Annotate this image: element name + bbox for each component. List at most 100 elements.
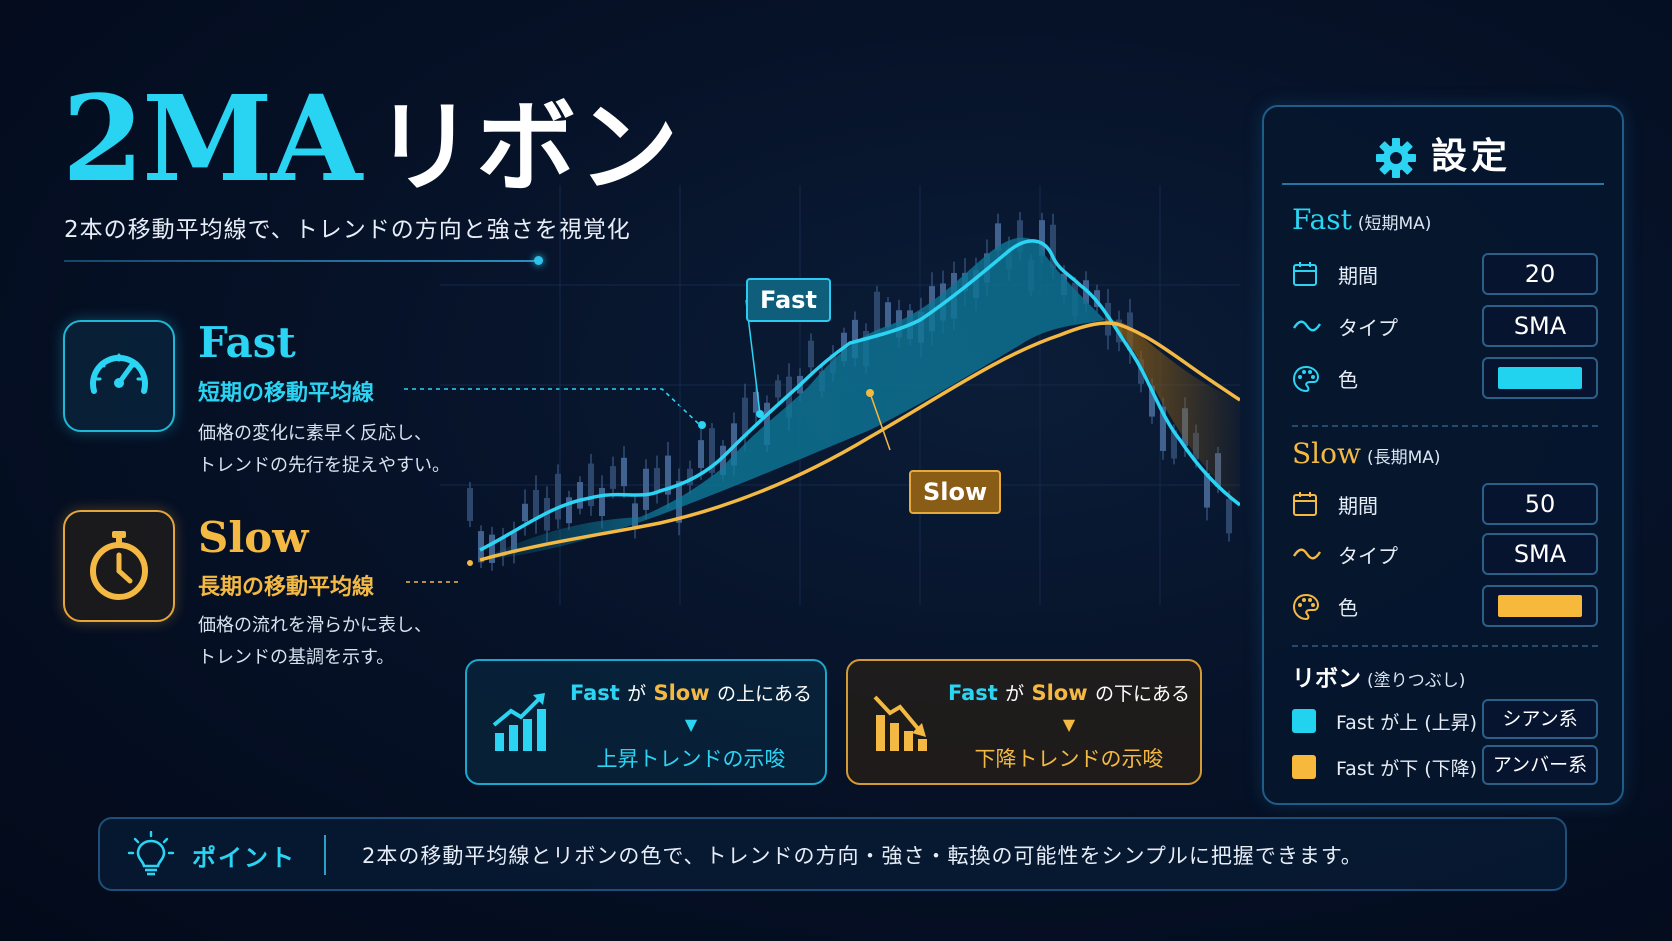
candle-body (555, 473, 561, 520)
fast-color-label: 色 (1338, 368, 1358, 392)
candle-body (478, 531, 484, 563)
title-suffix: リボン (374, 89, 681, 206)
page-title: 2MA リボン (62, 58, 680, 198)
signal-up-ga: が (627, 683, 647, 705)
signal-up-slow: Slow (653, 681, 710, 705)
candle-body (1050, 224, 1056, 268)
signal-up-condition: Fast が Slow の上にある (467, 679, 825, 706)
slow-period-input[interactable]: 50 (1482, 483, 1598, 525)
wave-icon (1292, 548, 1322, 560)
fast-color-swatch (1498, 367, 1582, 389)
candle-body (786, 376, 792, 418)
ribbon-down-swatch (1292, 755, 1316, 779)
calendar-icon (1293, 262, 1317, 286)
fast-legend-desc-2: トレンドの先行を捉えやすい。 (198, 455, 450, 476)
candle-body (720, 445, 726, 476)
ribbon-down-fill (1105, 320, 1240, 505)
settings-header: 設定 (1264, 127, 1622, 179)
ribbon-up-swatch (1292, 709, 1316, 733)
fast-color-picker[interactable] (1482, 357, 1598, 399)
candle-body (654, 467, 660, 492)
slow-legend-desc-1: 価格の流れを滑らかに表し、 (198, 615, 432, 636)
slow-leader-end (467, 560, 473, 566)
ribbon-up-label: Fast が上 (上昇) (1336, 712, 1478, 734)
signal-down-result: 下降トレンドの示唆 (974, 747, 1164, 771)
candle-body (610, 466, 616, 489)
slow-color-picker[interactable] (1482, 585, 1598, 627)
fast-type-row: タイプ SMA (1292, 305, 1598, 347)
candle-body (874, 291, 880, 335)
candle-body (665, 455, 671, 495)
signal-down-fast: Fast (948, 681, 998, 705)
settings-title: 設定 (1430, 136, 1511, 177)
fast-legend-name: Fast (198, 318, 296, 367)
slow-legend-name: Slow (198, 513, 309, 562)
ma-ribbon-chart (440, 185, 1240, 605)
fast-period-input[interactable]: 20 (1482, 253, 1598, 295)
point-label: ポイント (192, 844, 296, 872)
signal-down-slow: Slow (1031, 681, 1088, 705)
candle-body (885, 302, 891, 328)
fast-leader-end (698, 421, 706, 429)
settings-ribbon-note: (塗りつぶし) (1367, 671, 1466, 691)
candle-body (599, 487, 605, 516)
slow-type-select[interactable]: SMA (1482, 533, 1598, 575)
signal-up-fast: Fast (570, 681, 620, 705)
candle-body (1149, 385, 1155, 417)
fast-icon-box (63, 320, 175, 432)
candle-body (753, 391, 759, 413)
settings-panel: 設定 Fast (短期MA) 期間 20 タイプ SMA 色 Slow (長期MA) (1262, 105, 1624, 805)
settings-fast-note: (短期MA) (1357, 214, 1432, 234)
settings-slow-name: Slow (1292, 437, 1361, 470)
candle-body (1017, 220, 1023, 253)
slow-line-tag: Slow (909, 470, 1002, 514)
candle-body (852, 319, 858, 359)
candle-body (500, 537, 506, 557)
candle-body (588, 463, 594, 507)
signal-down-ga: が (1005, 683, 1025, 705)
settings-ribbon-heading: リボン (塗りつぶし) (1292, 659, 1465, 693)
slow-leader-line (406, 581, 460, 583)
signal-up-arrow: ▼ (684, 715, 698, 734)
candle-body (533, 489, 539, 520)
candle-body (1226, 499, 1232, 534)
ribbon-down-select[interactable]: アンバー系 (1482, 745, 1598, 785)
candle-body (632, 503, 638, 530)
chart-up-icon (492, 693, 546, 751)
settings-divider-1 (1292, 425, 1598, 427)
candle-body (1171, 430, 1177, 459)
fast-color-row: 色 (1292, 357, 1598, 399)
slow-color-row: 色 (1292, 585, 1598, 627)
ribbon-up-select[interactable]: シアン系 (1482, 699, 1598, 739)
fast-type-select[interactable]: SMA (1482, 305, 1598, 347)
signal-down-relation: の下にある (1094, 683, 1190, 705)
slow-color-label: 色 (1338, 596, 1358, 620)
candle-body (577, 482, 583, 509)
settings-header-divider (1282, 183, 1604, 185)
candle-body (1204, 472, 1210, 508)
palette-icon (1292, 365, 1320, 393)
subtitle-divider-dot (534, 256, 543, 265)
candle-body (489, 534, 495, 563)
candle-body (1094, 290, 1100, 308)
slow-period-row: 期間 50 (1292, 483, 1598, 525)
signal-up-relation: の上にある (716, 683, 812, 705)
signal-up-result: 上昇トレンドの示唆 (596, 747, 786, 771)
fast-legend-sub: 短期の移動平均線 (198, 381, 375, 406)
candle-body (643, 468, 649, 510)
signal-box-uptrend: Fast が Slow の上にある ▼ 上昇トレンドの示唆 (465, 659, 827, 785)
candle-body (698, 440, 704, 468)
candle-body (522, 503, 528, 522)
slow-ma-line (479, 321, 1240, 562)
point-separator (324, 835, 326, 875)
settings-fast-heading: Fast (短期MA) (1292, 203, 1431, 236)
stopwatch-icon (90, 531, 148, 600)
chart-down-icon (873, 695, 927, 751)
fast-ma-line (479, 239, 1240, 552)
candle-body (775, 380, 781, 398)
candle-body (687, 468, 693, 486)
fast-leader-line (404, 388, 703, 428)
slow-icon-box (63, 510, 175, 622)
settings-fast-name: Fast (1292, 203, 1352, 236)
candle-body (742, 397, 748, 438)
